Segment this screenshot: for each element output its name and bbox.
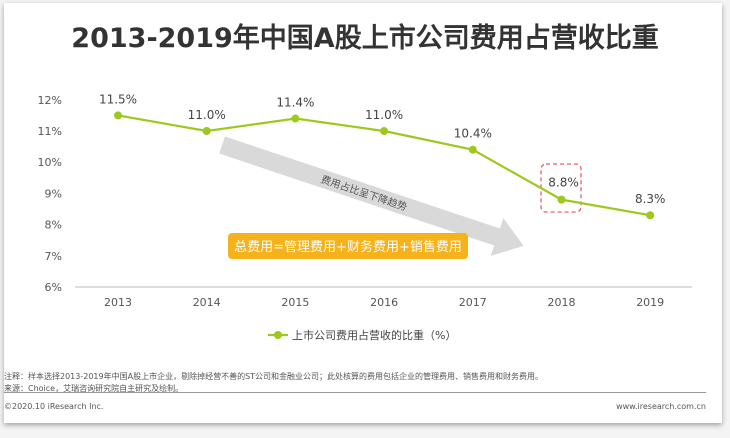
- formula-label: 总费用=管理费用+财务费用+销售费用: [234, 239, 462, 255]
- data-label: 11.0%: [365, 108, 403, 122]
- x-tick-label: 2013: [104, 296, 132, 309]
- data-point: [468, 145, 477, 154]
- data-label: 10.4%: [454, 127, 492, 141]
- formula-box: [228, 233, 468, 259]
- data-point: [380, 127, 389, 135]
- data-point: [114, 111, 122, 120]
- chart-card: [4, 3, 722, 423]
- highlight-box: [540, 163, 582, 213]
- data-point: [646, 211, 655, 220]
- source-note: 来源：Choice，艾瑞咨询研究院自主研究及绘制。: [4, 384, 184, 393]
- x-tick-label: 2014: [193, 296, 221, 309]
- data-point: [557, 195, 566, 204]
- data-point: [291, 114, 300, 123]
- data-point: [202, 127, 211, 135]
- footnote: 注释：样本选择2013-2019年中国A股上市企业，剔除掉经营不善的ST公司和金…: [4, 372, 544, 381]
- x-tick-label: 2016: [370, 296, 398, 309]
- y-tick-label: 6%: [45, 281, 62, 294]
- arrow-shape: [219, 136, 524, 256]
- copyright: ©2020.10 iResearch Inc.: [4, 402, 104, 411]
- y-tick-label: 12%: [38, 94, 62, 107]
- legend-label: 上市公司费用占营收的比重（%）: [292, 328, 456, 342]
- y-tick-label: 8%: [45, 219, 62, 232]
- divider: [4, 392, 706, 393]
- trend-label: 费用占比呈下降趋势: [319, 173, 408, 214]
- data-label: 11.4%: [276, 96, 314, 110]
- x-tick-label: 2017: [459, 296, 487, 309]
- y-tick-label: 11%: [38, 125, 62, 138]
- legend-marker: [274, 331, 282, 339]
- data-label: 11.5%: [99, 92, 137, 106]
- data-label: 8.3%: [635, 192, 666, 206]
- y-tick-label: 10%: [38, 156, 62, 169]
- x-tick-label: 2015: [281, 296, 309, 309]
- y-tick-label: 7%: [45, 250, 62, 263]
- website: www.iresearch.com.cn: [616, 402, 706, 411]
- y-tick-label: 9%: [45, 187, 62, 200]
- x-tick-label: 2018: [548, 296, 576, 309]
- data-label: 8.8%: [548, 176, 579, 190]
- x-tick-label: 2019: [636, 296, 664, 309]
- data-label: 11.0%: [188, 108, 226, 122]
- chart-title: 2013-2019年中国A股上市公司费用占营收比重: [71, 23, 659, 54]
